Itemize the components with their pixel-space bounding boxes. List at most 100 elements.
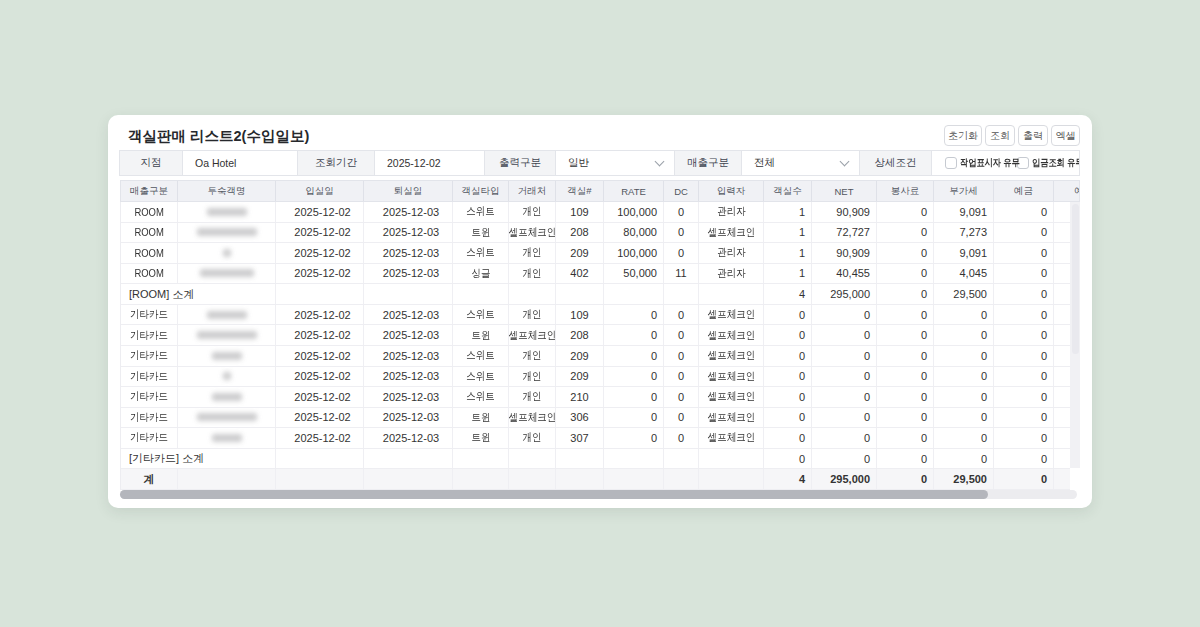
blurred-guest-name	[212, 352, 242, 360]
cell-rate: 50,000	[604, 264, 664, 284]
cell-vat: 0	[934, 428, 994, 448]
cell-dc: 0	[664, 428, 699, 448]
table-row[interactable]: ROOM2025-12-022025-12-03스위트개인209100,0000…	[121, 243, 1070, 264]
column-header-dc: DC	[664, 181, 699, 201]
cell-client: 개인	[509, 346, 556, 366]
cell-text: 스위트	[466, 369, 494, 384]
cell-rate	[604, 469, 664, 489]
cell-dc: 0	[664, 367, 699, 387]
column-header-roomcnt: 객실수	[764, 181, 812, 201]
blurred-guest-name	[197, 413, 257, 421]
period-label: 조회기간	[298, 150, 375, 176]
vertical-scrollbar[interactable]	[1070, 202, 1080, 468]
cell-rate: 80,000	[604, 223, 664, 243]
cell-checkin: 2025-12-02	[276, 428, 364, 448]
site-label: 지점	[119, 150, 183, 176]
print-type-select[interactable]: 일반	[556, 150, 675, 176]
cell-net: 90,909	[812, 243, 877, 263]
blurred-guest-name	[212, 393, 242, 401]
cell-vat: 0	[934, 449, 994, 469]
table-row[interactable]: 기타카드2025-12-022025-12-03스위트개인21000셀프체크인0…	[121, 387, 1070, 408]
column-header-roomtype: 객실타입	[453, 181, 509, 201]
cell-guest	[178, 367, 276, 387]
table-row[interactable]: [ROOM] 소계4295,000029,5000	[121, 284, 1070, 305]
column-header-sale: 매출구분	[121, 181, 178, 201]
table-row[interactable]: 기타카드2025-12-022025-12-03트윈셀프체크인20800셀프체크…	[121, 325, 1070, 346]
horizontal-scrollbar[interactable]	[120, 490, 1077, 499]
cell-text: 기타카드	[130, 307, 168, 322]
table-row[interactable]: ROOM2025-12-022025-12-03트윈셀프체크인20880,000…	[121, 223, 1070, 244]
cell-net: 295,000	[812, 284, 877, 304]
cell-text: 셀프체크인	[509, 328, 556, 343]
cell-roomcnt: 1	[764, 202, 812, 222]
column-header-rate: RATE	[604, 181, 664, 201]
cell-client: 개인	[509, 428, 556, 448]
cell-dc: 0	[664, 387, 699, 407]
cell-text: 관리자	[717, 204, 745, 219]
cell-client: 개인	[509, 367, 556, 387]
table-row[interactable]: 계4295,000029,5000	[121, 469, 1070, 490]
worker-display-checkbox[interactable]	[945, 157, 957, 169]
blurred-guest-name	[223, 249, 231, 257]
cell-text: 개인	[523, 369, 542, 384]
cell-sale: ROOM	[121, 264, 178, 284]
cell-roomcnt: 0	[764, 325, 812, 345]
table-row[interactable]: 기타카드2025-12-022025-12-03트윈개인30700셀프체크인00…	[121, 428, 1070, 449]
cell-text: 기타카드	[130, 369, 168, 384]
cell-text: 기타카드	[130, 328, 168, 343]
table-row[interactable]: 기타카드2025-12-022025-12-03스위트개인20900셀프체크인0…	[121, 367, 1070, 388]
cell-text: 트윈	[471, 328, 490, 343]
cell-checkout: 2025-12-03	[364, 202, 453, 222]
cell-roomtype	[453, 449, 509, 469]
table-row[interactable]: 기타카드2025-12-022025-12-03트윈셀프체크인30600셀프체크…	[121, 408, 1070, 429]
cell-text: ROOM	[134, 226, 163, 238]
horizontal-scrollbar-thumb[interactable]	[120, 490, 988, 499]
column-header-deposit: 예금	[994, 181, 1054, 201]
cell-svc: 0	[877, 325, 934, 345]
table-row[interactable]: 기타카드2025-12-022025-12-03스위트개인20900셀프체크인0…	[121, 346, 1070, 367]
cell-vat: 4,045	[934, 264, 994, 284]
cell-vat: 0	[934, 367, 994, 387]
cell-guest	[178, 346, 276, 366]
cell-sale: 기타카드	[121, 367, 178, 387]
cell-dc: 0	[664, 325, 699, 345]
sales-type-select[interactable]: 전체	[742, 150, 860, 176]
toolbar-button-3[interactable]: 엑셀	[1051, 125, 1080, 146]
table-row[interactable]: [기타카드] 소계00000	[121, 449, 1070, 470]
cell-rate: 0	[604, 325, 664, 345]
cell-dc: 11	[664, 264, 699, 284]
toolbar-button-2[interactable]: 출력	[1018, 125, 1048, 146]
cell-rate: 0	[604, 346, 664, 366]
cell-text: 스위트	[466, 204, 494, 219]
cell-roomtype	[453, 284, 509, 304]
cell-checkout: 2025-12-03	[364, 305, 453, 325]
cell-checkin: 2025-12-02	[276, 202, 364, 222]
cell-dc: 0	[664, 305, 699, 325]
site-input[interactable]: Oa Hotel	[183, 150, 298, 176]
cell-checkout: 2025-12-03	[364, 367, 453, 387]
detail-condition-button[interactable]: 상세조건	[860, 150, 932, 176]
cell-text: 기타카드	[130, 430, 168, 445]
vertical-scrollbar-thumb[interactable]	[1072, 204, 1079, 354]
cell-roomno	[556, 449, 604, 469]
cell-dc: 0	[664, 223, 699, 243]
period-input[interactable]: 2025-12-02	[375, 150, 485, 176]
toolbar-button-0[interactable]: 초기화	[944, 125, 982, 146]
table-row[interactable]: ROOM2025-12-022025-12-03스위트개인109100,0000…	[121, 202, 1070, 223]
cell-net: 90,909	[812, 202, 877, 222]
table-row[interactable]: ROOM2025-12-022025-12-03싱글개인40250,00011관…	[121, 264, 1070, 285]
cell-rate	[604, 449, 664, 469]
cell-dc	[664, 284, 699, 304]
cell-extra	[1054, 449, 1070, 469]
cell-operator	[699, 284, 764, 304]
cell-text: 셀프체크인	[509, 410, 556, 425]
cell-net: 0	[812, 325, 877, 345]
table-row[interactable]: 기타카드2025-12-022025-12-03스위트개인10900셀프체크인0…	[121, 305, 1070, 326]
cell-roomcnt: 0	[764, 408, 812, 428]
cell-text: 스위트	[466, 307, 494, 322]
cell-net: 0	[812, 408, 877, 428]
cell-net: 72,727	[812, 223, 877, 243]
cell-client: 개인	[509, 387, 556, 407]
cell-rate: 0	[604, 408, 664, 428]
toolbar-button-1[interactable]: 조회	[985, 125, 1015, 146]
